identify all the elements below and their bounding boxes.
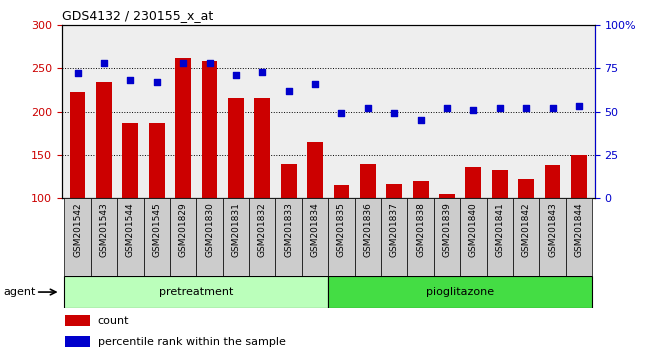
Point bbox=[495, 105, 505, 111]
Text: GSM201837: GSM201837 bbox=[390, 202, 398, 257]
Text: GSM201834: GSM201834 bbox=[311, 202, 320, 257]
Bar bbox=[96, 82, 112, 198]
Point bbox=[521, 105, 531, 111]
Point bbox=[178, 60, 188, 66]
Point bbox=[415, 118, 426, 123]
Point bbox=[257, 69, 268, 74]
Bar bbox=[170, 198, 196, 276]
Point bbox=[231, 72, 241, 78]
Bar bbox=[328, 276, 592, 308]
Bar bbox=[333, 185, 349, 198]
Point bbox=[574, 103, 584, 109]
Text: GSM201839: GSM201839 bbox=[443, 202, 452, 257]
Bar bbox=[571, 155, 587, 198]
Bar bbox=[249, 198, 276, 276]
Bar bbox=[176, 58, 191, 198]
Text: GSM201838: GSM201838 bbox=[416, 202, 425, 257]
Bar bbox=[434, 198, 460, 276]
Text: GSM201831: GSM201831 bbox=[231, 202, 240, 257]
Text: GSM201830: GSM201830 bbox=[205, 202, 214, 257]
Bar bbox=[439, 194, 455, 198]
Text: GSM201542: GSM201542 bbox=[73, 202, 82, 257]
Text: agent: agent bbox=[3, 287, 36, 297]
Point bbox=[310, 81, 320, 87]
Bar bbox=[460, 198, 487, 276]
Text: pretreatment: pretreatment bbox=[159, 287, 233, 297]
Bar bbox=[149, 123, 164, 198]
Bar bbox=[64, 198, 91, 276]
Text: GSM201833: GSM201833 bbox=[284, 202, 293, 257]
Text: GSM201843: GSM201843 bbox=[548, 202, 557, 257]
Point bbox=[125, 78, 136, 83]
Point bbox=[363, 105, 373, 111]
Bar bbox=[413, 181, 428, 198]
Text: GSM201840: GSM201840 bbox=[469, 202, 478, 257]
Bar bbox=[355, 198, 381, 276]
Bar bbox=[228, 98, 244, 198]
Point bbox=[468, 107, 478, 113]
Text: GSM201545: GSM201545 bbox=[152, 202, 161, 257]
Bar bbox=[360, 164, 376, 198]
Point bbox=[283, 88, 294, 93]
Bar bbox=[307, 142, 323, 198]
Text: GSM201544: GSM201544 bbox=[126, 202, 135, 257]
Text: GSM201832: GSM201832 bbox=[258, 202, 266, 257]
Bar bbox=[65, 336, 90, 347]
Bar bbox=[144, 198, 170, 276]
Bar bbox=[566, 198, 592, 276]
Bar bbox=[196, 198, 223, 276]
Bar bbox=[70, 92, 86, 198]
Bar bbox=[540, 198, 566, 276]
Bar bbox=[513, 198, 540, 276]
Point bbox=[99, 60, 109, 66]
Bar bbox=[281, 164, 296, 198]
Bar bbox=[386, 184, 402, 198]
Text: GSM201844: GSM201844 bbox=[575, 202, 584, 257]
Text: count: count bbox=[98, 316, 129, 326]
Bar bbox=[518, 179, 534, 198]
Text: GSM201829: GSM201829 bbox=[179, 202, 188, 257]
Bar bbox=[64, 276, 328, 308]
Point bbox=[547, 105, 558, 111]
Bar bbox=[202, 61, 218, 198]
Bar bbox=[487, 198, 513, 276]
Text: GDS4132 / 230155_x_at: GDS4132 / 230155_x_at bbox=[62, 9, 213, 22]
Bar bbox=[492, 170, 508, 198]
Point bbox=[389, 110, 399, 116]
Bar bbox=[302, 198, 328, 276]
Bar bbox=[91, 198, 117, 276]
Point bbox=[72, 70, 83, 76]
Text: GSM201543: GSM201543 bbox=[99, 202, 109, 257]
Bar bbox=[545, 165, 560, 198]
Bar bbox=[465, 167, 481, 198]
Bar bbox=[381, 198, 408, 276]
Bar bbox=[328, 198, 355, 276]
Bar bbox=[117, 198, 144, 276]
Bar bbox=[276, 198, 302, 276]
Point bbox=[204, 60, 214, 66]
Point bbox=[336, 110, 346, 116]
Bar bbox=[408, 198, 434, 276]
Text: GSM201842: GSM201842 bbox=[522, 202, 530, 257]
Text: GSM201836: GSM201836 bbox=[363, 202, 372, 257]
Text: GSM201835: GSM201835 bbox=[337, 202, 346, 257]
Point bbox=[442, 105, 452, 111]
Text: percentile rank within the sample: percentile rank within the sample bbox=[98, 337, 285, 347]
Bar bbox=[254, 98, 270, 198]
Point bbox=[151, 79, 162, 85]
Bar bbox=[223, 198, 249, 276]
Text: GSM201841: GSM201841 bbox=[495, 202, 504, 257]
Bar bbox=[65, 315, 90, 326]
Text: pioglitazone: pioglitazone bbox=[426, 287, 494, 297]
Bar bbox=[122, 123, 138, 198]
